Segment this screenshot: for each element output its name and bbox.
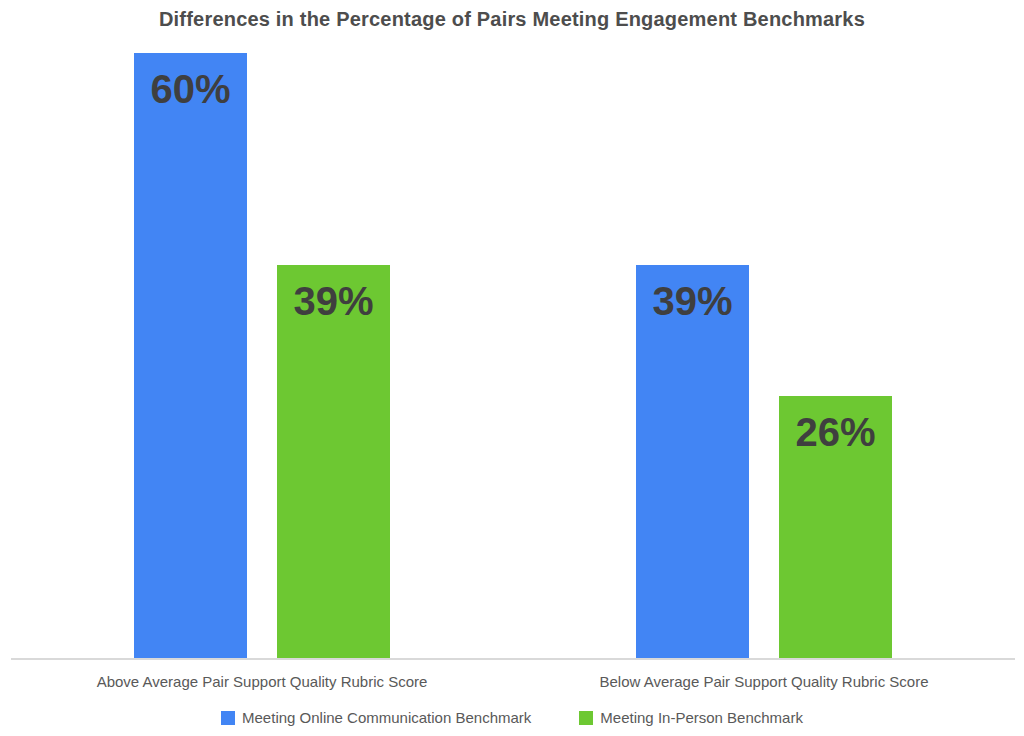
- x-axis-line: [11, 658, 1015, 660]
- plot-area: 60% 39% 39% 26%: [11, 53, 1015, 659]
- legend-label: Meeting Online Communication Benchmark: [242, 709, 531, 726]
- bar-chart: Differences in the Percentage of Pairs M…: [0, 0, 1024, 736]
- data-label: 26%: [795, 396, 875, 452]
- category-axis-labels: Above Average Pair Support Quality Rubri…: [11, 673, 1015, 690]
- chart-title: Differences in the Percentage of Pairs M…: [0, 8, 1024, 31]
- bar: 60%: [134, 53, 247, 659]
- legend-swatch: [221, 711, 235, 725]
- legend-item: Meeting In-Person Benchmark: [579, 709, 803, 726]
- data-label: 60%: [150, 53, 230, 109]
- data-label: 39%: [293, 265, 373, 321]
- bar-group: 60% 39%: [11, 53, 513, 659]
- bar: 26%: [779, 396, 892, 659]
- legend-item: Meeting Online Communication Benchmark: [221, 709, 531, 726]
- bar: 39%: [636, 265, 749, 659]
- legend: Meeting Online Communication Benchmark Me…: [0, 709, 1024, 726]
- category-label: Above Average Pair Support Quality Rubri…: [11, 673, 513, 690]
- data-label: 39%: [652, 265, 732, 321]
- category-label: Below Average Pair Support Quality Rubri…: [513, 673, 1015, 690]
- legend-swatch: [579, 711, 593, 725]
- bar-group: 39% 26%: [513, 53, 1015, 659]
- bar: 39%: [277, 265, 390, 659]
- legend-label: Meeting In-Person Benchmark: [600, 709, 803, 726]
